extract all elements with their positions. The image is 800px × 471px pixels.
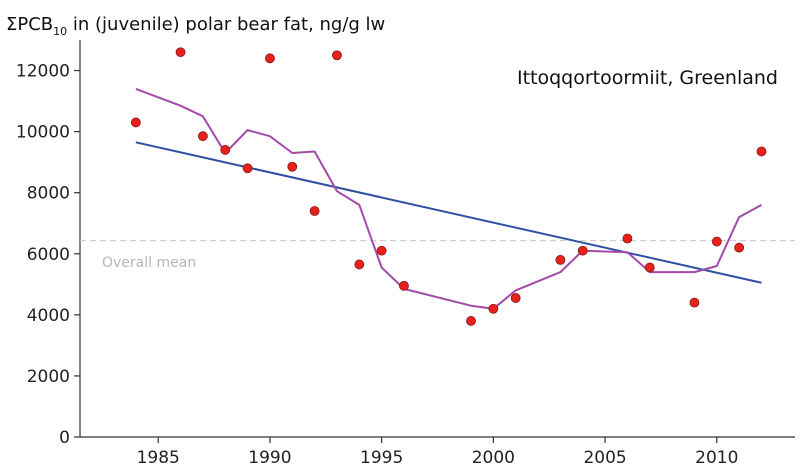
y-axis-label-suffix: in (juvenile) polar bear fat, ng/g lw bbox=[67, 14, 385, 35]
plot-area bbox=[130, 47, 767, 326]
data-point bbox=[577, 245, 588, 256]
y-tick-label: 2000 bbox=[27, 367, 70, 387]
y-axis-label: ΣPCB10 in (juvenile) polar bear fat, ng/… bbox=[6, 14, 385, 38]
data-point bbox=[488, 303, 499, 314]
data-point bbox=[197, 131, 208, 142]
y-tick-label: 12000 bbox=[16, 62, 70, 82]
data-point bbox=[756, 146, 767, 157]
data-point bbox=[309, 206, 320, 216]
trend-line bbox=[135, 141, 762, 284]
x-tick-label: 2000 bbox=[472, 448, 515, 468]
data-point bbox=[644, 262, 655, 273]
x-tick-label: 1985 bbox=[137, 448, 180, 468]
x-tick-label: 1995 bbox=[360, 448, 403, 468]
y-tick-label: 10000 bbox=[16, 123, 70, 143]
data-point bbox=[175, 47, 186, 58]
data-point bbox=[265, 53, 275, 64]
y-axis-label-prefix: ΣPCB bbox=[6, 14, 53, 35]
data-point bbox=[130, 117, 141, 128]
x-tick-label: 1990 bbox=[248, 448, 291, 468]
axes: 0 2000 4000 6000 8000 10000 12000 1985 1990 1995 2… bbox=[16, 40, 795, 468]
data-point bbox=[287, 161, 298, 172]
smoother-line bbox=[135, 87, 762, 310]
overall-mean: Overall mean bbox=[80, 240, 795, 271]
y-tick-label: 6000 bbox=[27, 245, 70, 265]
y-axis-label-subscript: 10 bbox=[53, 25, 67, 38]
y-tick-label: 4000 bbox=[27, 306, 70, 326]
overall-mean-label: Overall mean bbox=[102, 255, 196, 271]
data-point bbox=[510, 293, 521, 303]
x-tick-label: 2005 bbox=[583, 448, 626, 468]
data-point bbox=[555, 254, 566, 265]
data-point bbox=[734, 242, 745, 253]
data-point bbox=[220, 145, 231, 155]
location-label: Ittoqqortoormiit, Greenland bbox=[517, 67, 778, 89]
data-point bbox=[376, 245, 387, 256]
data-point bbox=[711, 236, 722, 247]
x-tick-label: 2010 bbox=[695, 448, 738, 468]
data-point bbox=[399, 280, 409, 291]
data-point bbox=[689, 297, 700, 308]
data-point bbox=[332, 50, 342, 61]
data-point bbox=[242, 163, 253, 174]
data-point bbox=[622, 233, 633, 244]
data-point bbox=[466, 316, 476, 326]
y-tick-label: 0 bbox=[59, 428, 70, 448]
data-point bbox=[354, 259, 365, 270]
y-tick-label: 8000 bbox=[27, 184, 70, 204]
